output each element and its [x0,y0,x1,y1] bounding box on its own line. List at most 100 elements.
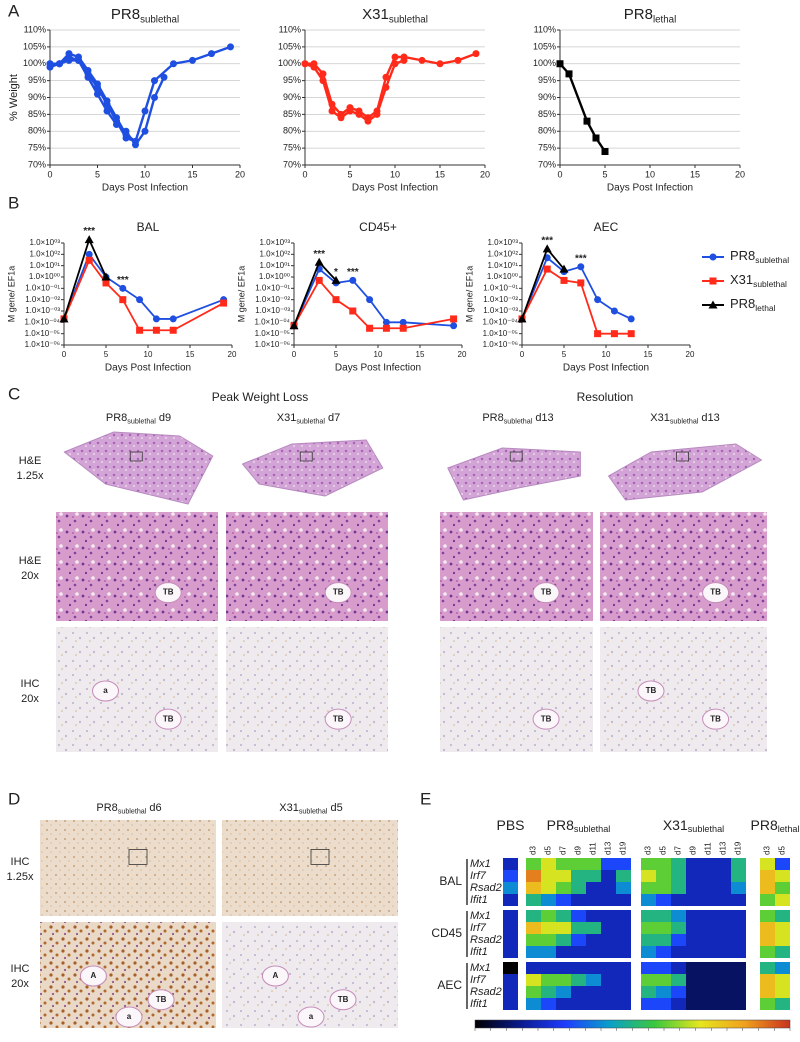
y-tick-label: 110% [24,24,46,34]
heatmap-cell [671,962,686,974]
heatmap-cell [503,882,518,894]
marker [332,296,340,304]
annotation: * [334,267,338,278]
heatmap-cell [641,922,656,934]
heatmap-cell [716,910,731,922]
y-tick-label: 1.0×10⁰³ [29,238,60,247]
marker [152,315,160,323]
tissue-section [608,443,762,501]
marker [577,263,585,271]
annotation: *** [575,253,587,264]
colorbar [474,1019,791,1029]
heatmap-cell [541,934,556,946]
row-label: IHC [11,963,30,975]
subscript: sublethal [140,14,179,25]
row-group-label: CD45 [431,926,462,940]
y-tick-label: 100% [23,58,46,68]
heatmap-cell [616,858,631,870]
x-tick-label: 5 [562,350,567,359]
heatmap-cell [571,962,586,974]
column-label: PR8sublethal d9 [106,412,171,425]
heatmap-cell [760,910,775,922]
x-axis-label: Days Post Infection [563,363,649,374]
y-tick-label: 105% [278,41,301,51]
x-tick-label: 10 [374,350,383,359]
marker [84,67,92,74]
column-label: d5 [659,846,668,855]
heatmap-cell [616,934,631,946]
gene-label: Mx1 [470,910,491,922]
heatmap-cell [556,870,571,882]
marker [560,276,568,284]
image-label: TB [710,714,721,723]
marker [132,137,139,145]
heatmap-cell [760,962,775,974]
image-label: a [103,686,108,695]
marker [65,50,73,58]
marker [122,131,130,139]
marker [46,63,54,71]
image-label: TB [333,714,344,723]
marker [366,324,374,332]
series-line [305,52,477,120]
x-tick-label: 20 [235,169,245,179]
marker [610,330,618,338]
text-part: d7 [328,412,340,424]
heatmap-cell [775,882,790,894]
heatmap-cell [656,934,671,946]
subscript: sublethal [127,417,156,425]
text-part: CD45+ [359,220,397,234]
image-label: TB [710,588,721,597]
y-tick-label: 95% [283,75,301,85]
heatmap-cell [526,922,541,934]
x-axis-label: Days Post Infection [352,183,438,194]
heatmap-cell [760,998,775,1010]
heatmap-cell [716,858,731,870]
marker [565,70,573,78]
subscript: lethal [755,303,775,313]
heatmap-cell [701,894,716,906]
heatmap-cell [716,986,731,998]
subscript: lethal [653,14,676,25]
heatmap-cell [616,998,631,1010]
heatmap-cell [686,882,701,894]
y-tick-label: 1.0×10⁰⁰ [29,272,60,281]
x-axis-label: Days Post Infection [335,363,421,374]
heatmap-cell [556,974,571,986]
heatmap-cell [641,894,656,906]
subscript: sublethal [574,825,610,835]
heatmap-cell [731,986,746,998]
heatmap-cell [686,870,701,882]
y-tick-label: 1.0×10⁻⁰⁶ [25,340,60,349]
lumen [324,582,352,604]
heatmap-cell [586,894,601,906]
y-tick-label: 90% [538,92,556,102]
marker [103,97,111,105]
y-tick-label: 1.0×10⁰³ [259,238,290,247]
y-tick-label: 1.0×10⁻⁰¹ [255,283,290,292]
marker [391,53,399,61]
heatmap-cell [731,934,746,946]
heatmap-cell [616,974,631,986]
legend-marker [709,253,717,261]
y-tick-label: 1.0×10⁻⁰³ [255,306,290,315]
y-tick-label: 80% [538,126,556,136]
tissue-section [447,447,581,501]
x-tick-label: 5 [95,169,100,179]
heatmap-cell [656,974,671,986]
y-tick-label: 100% [278,58,301,68]
marker [220,299,228,307]
x-tick-label: 15 [690,169,700,179]
y-tick-label: 1.0×10⁰⁰ [487,272,518,281]
heatmap-cell [671,986,686,998]
heatmap-cell [641,882,656,894]
text-part: PR8 [106,412,127,424]
heatmap-cell [601,998,616,1010]
marker [84,73,92,81]
heatmap-cell [671,882,686,894]
text-part: PR8 [96,802,117,814]
gene-label: Rsad2 [470,986,502,998]
heatmap-cell [701,922,716,934]
legend-label: PR8lethal [730,296,776,313]
heatmap-cell [541,882,556,894]
